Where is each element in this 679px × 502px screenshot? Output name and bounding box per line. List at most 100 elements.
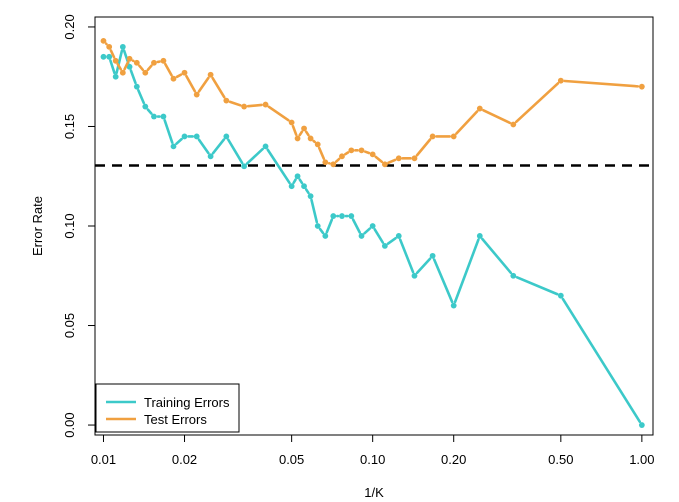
series-segment [211, 138, 226, 155]
y-axis-title: Error Rate [30, 196, 45, 256]
data-point [429, 133, 436, 140]
series-segment [175, 137, 183, 146]
data-point [322, 233, 329, 239]
data-point [307, 193, 314, 200]
data-point [119, 69, 126, 76]
data-point [112, 57, 119, 64]
series-segment [116, 62, 123, 71]
data-point [395, 233, 402, 239]
x-tick-label: 0.20 [441, 452, 466, 467]
data-point [126, 55, 133, 62]
data-point [301, 125, 307, 132]
series-segment [351, 218, 361, 234]
x-axis: 0.01 0.02 0.05 0.10 0.20 0.50 1.00 [91, 435, 655, 467]
data-point [151, 59, 157, 66]
series-segment [387, 158, 397, 165]
data-point [262, 101, 269, 108]
data-point [411, 155, 418, 162]
series-segment [197, 76, 210, 93]
series-segment [246, 103, 263, 108]
data-point [510, 121, 517, 128]
data-point [322, 159, 329, 166]
data-point [126, 63, 133, 70]
data-point [476, 105, 483, 112]
data-point [288, 183, 295, 190]
data-point [100, 53, 107, 60]
series-segment [363, 227, 371, 235]
data-point [133, 59, 140, 66]
series-segment [325, 218, 334, 234]
data-point [348, 147, 355, 154]
data-point [638, 422, 645, 428]
series-segment [515, 276, 559, 296]
data-point [288, 119, 295, 126]
data-point [262, 143, 269, 150]
data-point [207, 71, 214, 78]
series-segment [298, 130, 304, 137]
data-point [358, 147, 365, 154]
data-point [348, 213, 355, 219]
data-point [223, 133, 230, 140]
series-segment [227, 138, 244, 165]
series-segment [455, 110, 479, 135]
data-point [181, 133, 188, 140]
series-segment [415, 138, 432, 157]
data-point [301, 183, 307, 190]
series-segment [363, 150, 371, 155]
series-segment [561, 297, 642, 423]
y-tick-label: 0.00 [62, 412, 77, 437]
data-point [207, 153, 214, 160]
legend-label-test: Test Errors [144, 412, 207, 427]
series-segment [563, 79, 640, 88]
series-segment [146, 108, 153, 115]
watermark-text: 知乎 @二次方 [532, 465, 639, 485]
data-point [170, 75, 177, 82]
series-segment [453, 238, 480, 304]
data-point [339, 153, 345, 160]
data-point [142, 69, 149, 76]
series-segment [175, 73, 183, 79]
data-point [181, 69, 188, 76]
data-point [395, 155, 402, 162]
series-segment [109, 49, 116, 59]
data-point [223, 97, 230, 104]
data-point [369, 223, 376, 229]
data-point [241, 103, 248, 110]
series-segment [317, 146, 326, 160]
series-segment [211, 76, 226, 99]
data-point [381, 161, 388, 168]
x-tick-label: 0.50 [548, 452, 573, 467]
series-segment [432, 258, 454, 304]
series-segment [415, 257, 432, 275]
series-segment [386, 236, 397, 245]
series-segment [334, 157, 341, 163]
data-point [314, 223, 321, 229]
series-segment [129, 69, 137, 85]
series-segment [164, 62, 173, 77]
x-tick-label: 0.02 [172, 452, 197, 467]
y-tick-label: 0.20 [62, 14, 77, 39]
x-tick-label: 1.00 [629, 452, 654, 467]
series-segment [146, 64, 153, 72]
series-segment [344, 151, 350, 156]
data-point [510, 272, 517, 279]
y-axis: 0.00 0.05 0.10 0.15 0.20 [62, 14, 95, 438]
data-point [381, 243, 388, 249]
series-segment [398, 238, 415, 274]
series-segment [266, 148, 291, 185]
data-point [112, 73, 119, 80]
data-point [294, 173, 301, 180]
series-segment [245, 147, 264, 165]
series-training-errors [100, 43, 645, 428]
data-point [638, 83, 645, 90]
data-point [133, 83, 140, 90]
series-segment [304, 130, 310, 137]
series-segment [138, 64, 145, 71]
data-point [160, 57, 167, 64]
series-segment [185, 74, 197, 93]
x-tick-label: 0.01 [91, 452, 116, 467]
x-axis-title: 1/K [364, 485, 384, 500]
series-segment [514, 82, 560, 124]
series-segment [298, 178, 304, 185]
series-segment [115, 49, 124, 75]
